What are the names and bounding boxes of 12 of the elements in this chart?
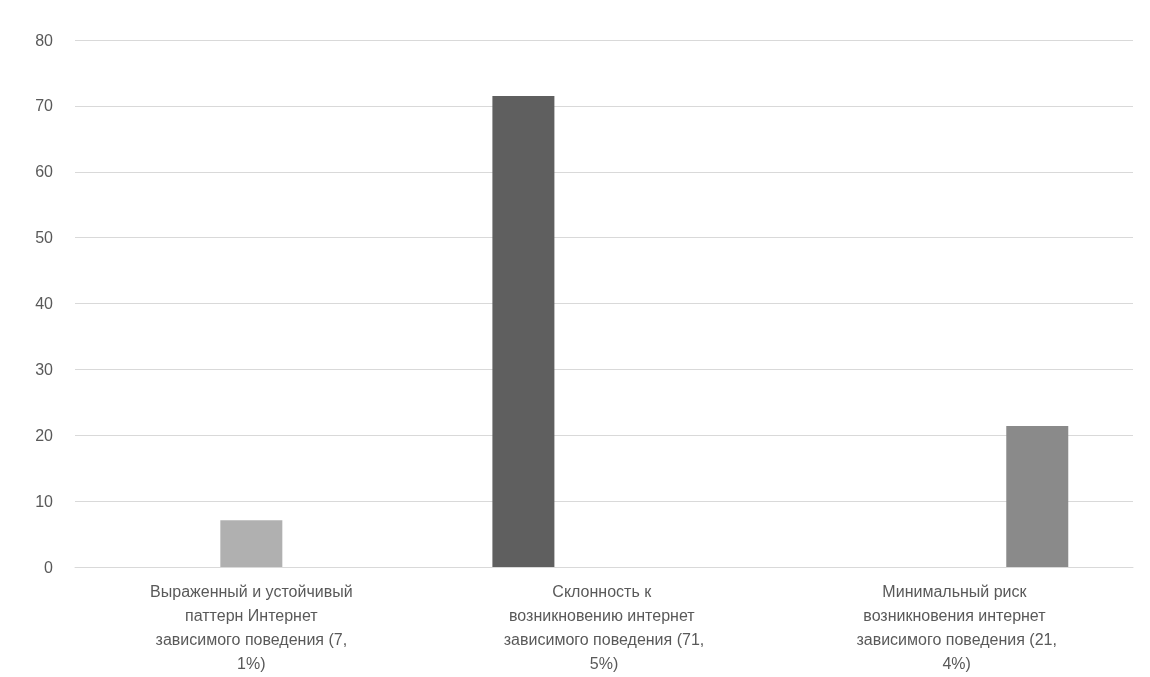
y-tick-label: 20 bbox=[35, 426, 54, 444]
y-tick-label: 40 bbox=[35, 295, 54, 312]
y-tick-label: 30 bbox=[35, 360, 54, 378]
y-tick-label: 10 bbox=[35, 492, 54, 510]
y-tick-label: 0 bbox=[44, 558, 54, 576]
y-tick-label: 80 bbox=[35, 31, 54, 49]
y-tick-label: 50 bbox=[35, 229, 54, 247]
y-tick-label: 70 bbox=[35, 97, 54, 115]
y-tick-label: 60 bbox=[35, 163, 54, 181]
x-tick-label: Выраженный и устойчивый паттерн Интернет зависимого поведения (7,1%) bbox=[150, 582, 353, 672]
x-tick-label: Минимальный риск возникновения интернет зависимого поведения (21,4%) bbox=[856, 582, 1057, 672]
x-tick-label: Склонность к возникновению интернет зависимого поведения (71,5%) bbox=[503, 582, 705, 672]
